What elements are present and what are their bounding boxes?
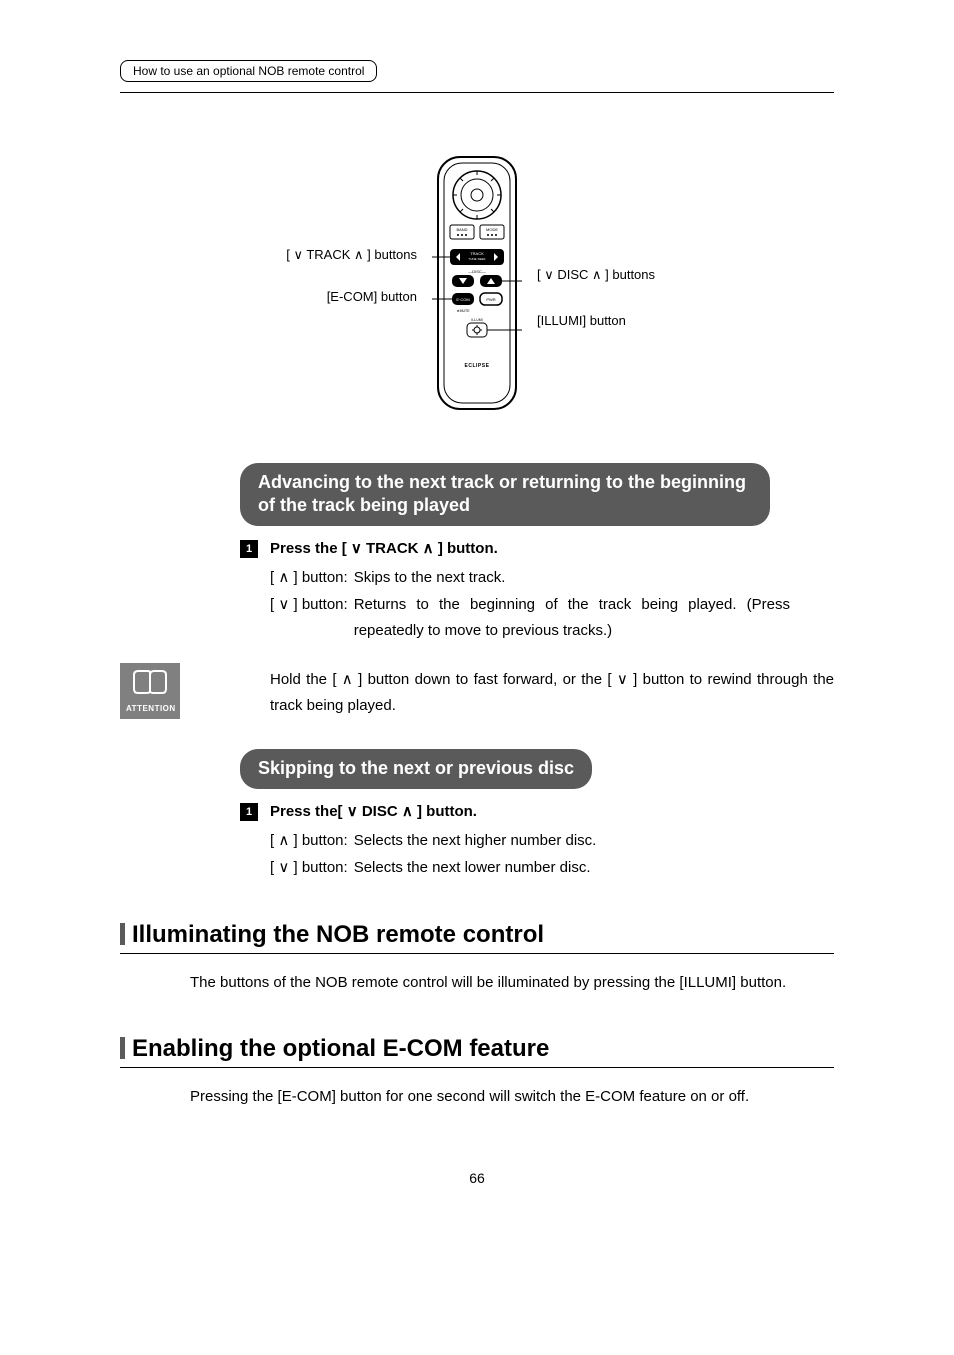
attention-icon: ATTENTION	[120, 663, 180, 719]
step-instruction: Press the[ ∨ DISC ∧ ] button.	[270, 801, 477, 822]
button-description-list: [ ∧ ] button: Skips to the next track. […	[270, 565, 790, 644]
label-ecom-button: [E-COM] button	[327, 289, 417, 304]
page-number: 66	[120, 1170, 834, 1186]
section-body: Pressing the [E-COM] button for one seco…	[190, 1084, 810, 1110]
step-number-icon: 1	[240, 540, 258, 558]
svg-text:ILLUMI: ILLUMI	[471, 318, 482, 322]
breadcrumb: How to use an optional NOB remote contro…	[120, 60, 377, 82]
remote-diagram: [ ∨ TRACK ∧ ] buttons [E-COM] button [ ∨…	[120, 143, 834, 423]
up-button-label: [ ∧ ] button:	[270, 565, 348, 591]
section-body: The buttons of the NOB remote control wi…	[190, 970, 810, 996]
attention-label: ATTENTION	[126, 704, 174, 713]
button-description-list: [ ∧ ] button: Selects the next higher nu…	[270, 828, 790, 881]
down-button-label: [ ∨ ] button:	[270, 855, 348, 881]
down-button-desc: Returns to the beginning of the track be…	[354, 592, 790, 643]
step-row: 1 Press the[ ∨ DISC ∧ ] button.	[240, 801, 834, 822]
step-instruction: Press the [ ∨ TRACK ∧ ] button.	[270, 538, 498, 559]
svg-text:MODE: MODE	[486, 227, 498, 232]
svg-text:ECLIPSE: ECLIPSE	[465, 363, 490, 369]
remote-control-icon: BAND MODE TRACK TUNE·SEEK —DISC— E·COM P…	[432, 153, 522, 413]
list-item: [ ∧ ] button: Skips to the next track.	[270, 565, 790, 591]
up-button-label: [ ∧ ] button:	[270, 828, 348, 854]
svg-text:—DISC—: —DISC—	[468, 269, 486, 274]
svg-text:★MUTE: ★MUTE	[456, 309, 470, 313]
svg-text:PWR: PWR	[486, 297, 495, 302]
horizontal-rule	[120, 92, 834, 93]
svg-text:TRACK: TRACK	[470, 251, 484, 256]
up-button-desc: Selects the next higher number disc.	[354, 828, 597, 854]
up-button-desc: Skips to the next track.	[354, 565, 506, 591]
down-button-desc: Selects the next lower number disc.	[354, 855, 591, 881]
breadcrumb-text: How to use an optional NOB remote contro…	[133, 64, 364, 78]
section-heading-ecom: Enabling the optional E-COM feature	[120, 1035, 834, 1068]
down-button-label: [ ∨ ] button:	[270, 592, 348, 643]
svg-text:TUNE·SEEK: TUNE·SEEK	[468, 257, 485, 261]
label-disc-buttons: [ ∨ DISC ∧ ] buttons	[537, 267, 655, 283]
step-number-icon: 1	[240, 803, 258, 821]
section-heading-illuminating: Illuminating the NOB remote control	[120, 921, 834, 954]
attention-callout: ATTENTION Hold the [ ∧ ] button down to …	[120, 663, 834, 719]
label-illumi-button: [ILLUMI] button	[537, 313, 626, 328]
subsection-heading-skipping: Skipping to the next or previous disc	[240, 749, 592, 788]
list-item: [ ∨ ] button: Returns to the beginning o…	[270, 592, 790, 643]
subsection-heading-advancing: Advancing to the next track or returning…	[240, 463, 770, 526]
label-track-buttons: [ ∨ TRACK ∧ ] buttons	[286, 247, 417, 263]
attention-text: Hold the [ ∧ ] button down to fast forwa…	[270, 667, 834, 718]
svg-text:E·COM: E·COM	[456, 297, 469, 302]
list-item: [ ∨ ] button: Selects the next lower num…	[270, 855, 790, 881]
list-item: [ ∧ ] button: Selects the next higher nu…	[270, 828, 790, 854]
svg-text:BAND: BAND	[456, 227, 467, 232]
step-row: 1 Press the [ ∨ TRACK ∧ ] button.	[240, 538, 834, 559]
